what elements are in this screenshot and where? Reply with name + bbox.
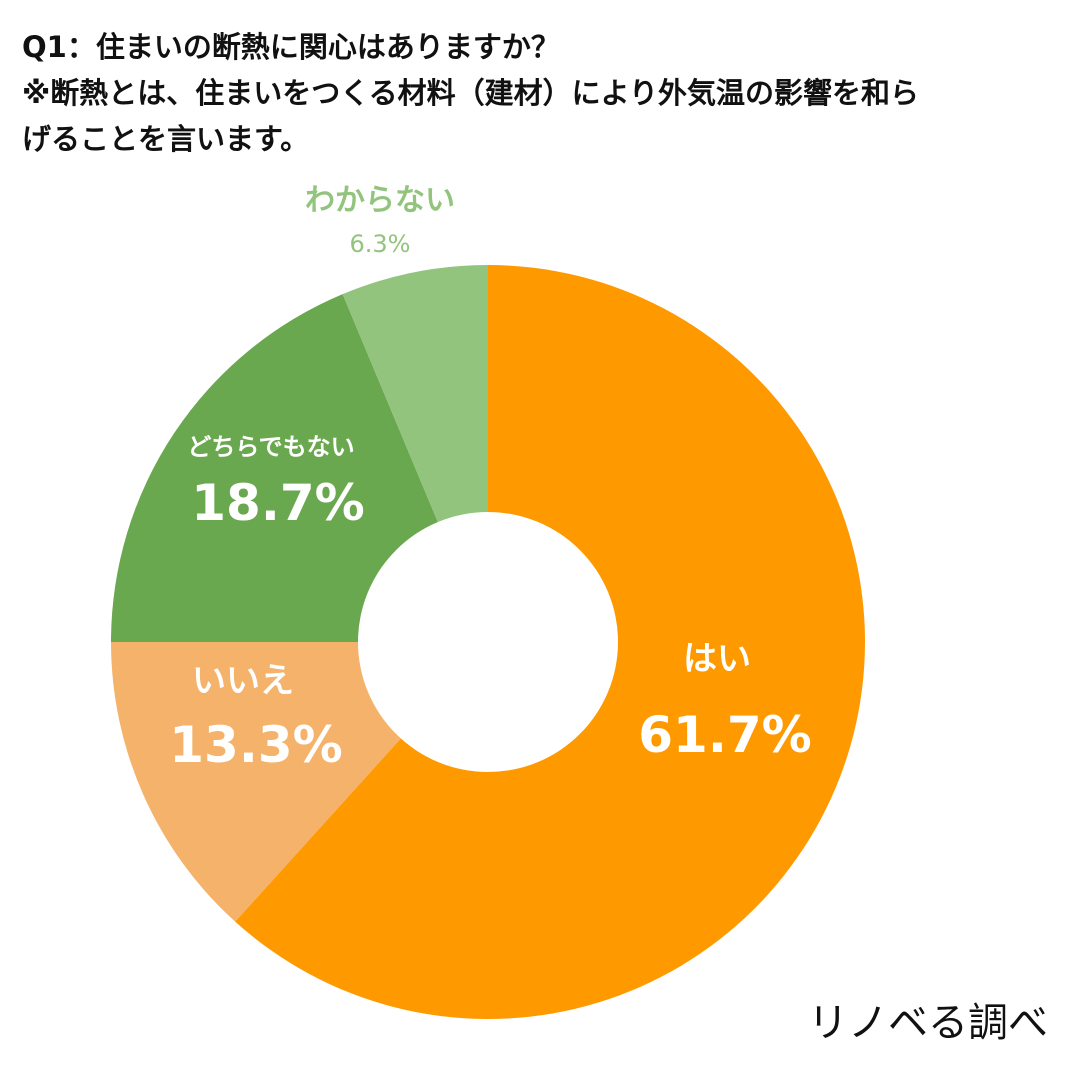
label-no-category: いいえ	[192, 661, 294, 701]
question-line-3: げることを言います。	[22, 122, 310, 156]
question-text: Q1：住まいの断熱に関心はありますか？ ※断熱とは、住まいをつくる材料（建材）に…	[22, 24, 1062, 162]
label-no-value: 13.3%	[169, 716, 342, 774]
label-unknown-value: 6.3%	[350, 230, 411, 258]
question-line-2: ※断熱とは、住まいをつくる材料（建材）により外気温の影響を和ら	[22, 76, 920, 110]
label-neither-category: どちらでもない	[187, 433, 354, 461]
label-yes-category: はい	[683, 639, 751, 679]
label-unknown-category: わからない	[305, 183, 455, 218]
question-line-1: Q1：住まいの断熱に関心はありますか？	[22, 30, 560, 64]
label-neither-value: 18.7%	[191, 474, 364, 532]
donut-center-hole	[358, 512, 618, 772]
source-credit: リノベる調べ	[808, 1000, 1048, 1046]
label-yes-value: 61.7%	[638, 706, 811, 764]
